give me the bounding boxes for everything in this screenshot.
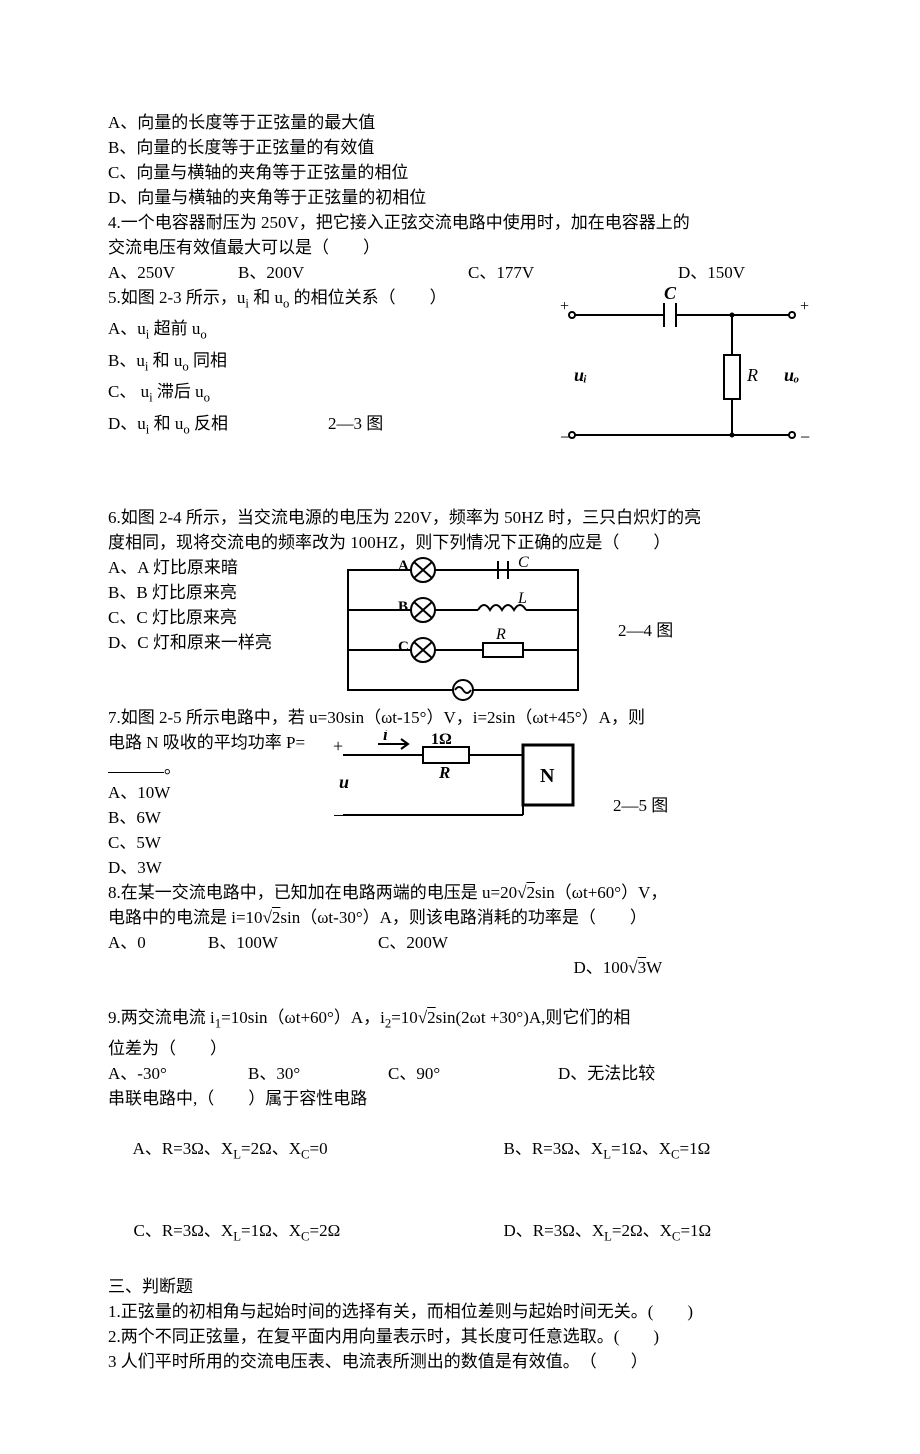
opt-a: A、向量的长度等于正弦量的最大值 xyxy=(108,110,812,135)
q9-opt-a: A、-30° xyxy=(108,1061,248,1086)
figure-2-4: A B C C L R xyxy=(328,555,598,705)
q5-opt-a: A、ui 超前 uo xyxy=(108,316,552,347)
q8-options: A、0 B、100W C、200W D、100√3W xyxy=(108,930,812,1005)
q6-block: A、A 灯比原来暗 B、B 灯比原来亮 C、C 灯比原来亮 D、C 灯和原来一样… xyxy=(108,555,812,705)
svg-text:u: u xyxy=(339,772,349,792)
svg-text:C: C xyxy=(518,555,529,571)
opt-c: C、向量与横轴的夹角等于正弦量的相位 xyxy=(108,160,812,185)
svg-text:uₒ: uₒ xyxy=(784,365,799,385)
q8-opt-c: C、200W xyxy=(378,930,548,1005)
svg-text:uᵢ: uᵢ xyxy=(574,365,587,385)
q4-opt-a: A、250V xyxy=(108,260,238,285)
q4-opt-d: D、150V xyxy=(678,260,745,285)
opt-d: D、向量与横轴的夹角等于正弦量的初相位 xyxy=(108,185,812,210)
q7-block: 电路 N 吸收的平均功率 P=。 A、10W B、6W C、5W D、3W + … xyxy=(108,730,812,880)
svg-text:R: R xyxy=(495,626,506,643)
svg-text:C: C xyxy=(664,285,677,303)
judge-1: 1.正弦量的初相角与起始时间的选择有关，而相位差则与起始时间无关。( ) xyxy=(108,1299,812,1324)
q8-opt-d: D、100√3W xyxy=(548,930,662,1005)
q6-opt-d: D、C 灯和原来一样亮 xyxy=(108,630,328,655)
svg-text:N: N xyxy=(540,765,555,787)
q9-options: A、-30° B、30° C、90° D、无法比较 xyxy=(108,1061,812,1086)
q9-opt-d: D、无法比较 xyxy=(558,1061,655,1086)
q8-stem-1: 8.在某一交流电路中，已知加在电路两端的电压是 u=20√2sin（ωt+60°… xyxy=(108,880,812,905)
svg-text:A: A xyxy=(398,558,409,574)
q9-stem-1: 9.两交流电流 i1=10sin（ωt+60°）A，i2=10√2sin(2ωt… xyxy=(108,1005,812,1036)
series-opt-a: A、R=3Ω、XL=2Ω、XC=0 xyxy=(108,1111,478,1192)
spacer xyxy=(108,455,812,505)
q5-block: 5.如图 2-3 所示，ui 和 uo 的相位关系（ ） A、ui 超前 uo … xyxy=(108,285,812,455)
opt-b: B、向量的长度等于正弦量的有效值 xyxy=(108,135,812,160)
q4-stem-1: 4.一个电容器耐压为 250V，把它接入正弦交流电路中使用时，加在电容器上的 xyxy=(108,210,812,235)
svg-text:+: + xyxy=(560,298,569,315)
sqrt: √2 xyxy=(418,1008,436,1027)
svg-text:+: + xyxy=(333,736,343,756)
q7-opt-a: A、10W xyxy=(108,780,323,805)
q7-opt-c: C、5W xyxy=(108,830,323,855)
series-opt-d: D、R=3Ω、XL=2Ω、XC=1Ω xyxy=(478,1193,711,1274)
svg-text:−: − xyxy=(560,427,570,447)
sqrt: √2 xyxy=(263,908,281,927)
q5-opt-d-row: D、ui 和 uo 反相 2—3 图 xyxy=(108,411,552,442)
svg-text:C: C xyxy=(398,639,409,655)
q7-stem-2: 电路 N 吸收的平均功率 P=。 xyxy=(108,730,323,780)
svg-text:+: + xyxy=(800,298,809,315)
svg-text:1Ω: 1Ω xyxy=(431,731,452,748)
q4-options: A、250V B、200V C、177V D、150V xyxy=(108,260,812,285)
q6-stem-1: 6.如图 2-4 所示，当交流电源的电压为 220V，频率为 50HZ 时，三只… xyxy=(108,505,812,530)
q6-opt-b: B、B 灯比原来亮 xyxy=(108,580,328,605)
q8-opt-a: A、0 xyxy=(108,930,208,1005)
q9-opt-c: C、90° xyxy=(388,1061,558,1086)
q9-stem-2: 位差为（ ） xyxy=(108,1036,812,1061)
svg-text:R: R xyxy=(438,763,450,782)
series-opt-b: B、R=3Ω、XL=1Ω、XC=1Ω xyxy=(478,1111,710,1192)
q7-stem-1: 7.如图 2-5 所示电路中，若 u=30sin（ωt-15°）V，i=2sin… xyxy=(108,705,812,730)
q6-opt-c: C、C 灯比原来亮 xyxy=(108,605,328,630)
figure-2-3: + + − − C R uᵢ uₒ xyxy=(552,285,812,455)
q5-opt-d: D、ui 和 uo 反相 xyxy=(108,411,228,442)
svg-text:−: − xyxy=(333,805,344,827)
q5-fig-caption: 2—3 图 xyxy=(328,411,383,436)
series-row2: C、R=3Ω、XL=1Ω、XC=2Ω D、R=3Ω、XL=2Ω、XC=1Ω xyxy=(108,1193,812,1274)
q5-opt-b: B、ui 和 uo 同相 xyxy=(108,348,552,379)
sqrt: √2 xyxy=(517,883,535,902)
svg-text:−: − xyxy=(800,427,810,447)
series-row1: A、R=3Ω、XL=2Ω、XC=0 B、R=3Ω、XL=1Ω、XC=1Ω xyxy=(108,1111,812,1192)
judge-3: 3 人们平时所用的交流电压表、电流表所测出的数值是有效值。 （ ） xyxy=(108,1349,812,1374)
q6-fig-caption: 2—4 图 xyxy=(618,618,673,643)
page: A、向量的长度等于正弦量的最大值 B、向量的长度等于正弦量的有效值 C、向量与横… xyxy=(0,0,920,1454)
series-stem: 串联电路中,（ ）属于容性电路 xyxy=(108,1086,812,1111)
q6-stem-2: 度相同，现将交流电的频率改为 100HZ，则下列情况下正确的应是（ ） xyxy=(108,530,812,555)
blank-underline xyxy=(108,755,164,773)
q7-opt-d: D、3W xyxy=(108,855,323,880)
svg-text:i: i xyxy=(383,730,388,744)
figure-2-5: + − i 1Ω R u N xyxy=(323,730,593,830)
q5-opt-c: C、 ui 滞后 uo xyxy=(108,379,552,410)
q7-opt-b: B、6W xyxy=(108,805,323,830)
series-opt-c: C、R=3Ω、XL=1Ω、XC=2Ω xyxy=(108,1193,478,1274)
q7-fig-caption: 2—5 图 xyxy=(613,793,668,818)
svg-text:L: L xyxy=(517,590,527,607)
q8-stem-2: 电路中的电流是 i=10√2sin（ωt-30°）A，则该电路消耗的功率是（ ） xyxy=(108,905,812,930)
q6-opt-a: A、A 灯比原来暗 xyxy=(108,555,328,580)
svg-text:R: R xyxy=(746,365,758,385)
section-3-title: 三、判断题 xyxy=(108,1274,812,1299)
q4-opt-b: B、200V xyxy=(238,260,468,285)
q9-opt-b: B、30° xyxy=(248,1061,388,1086)
q8-opt-b: B、100W xyxy=(208,930,378,1005)
svg-text:B: B xyxy=(398,599,408,615)
sqrt: √3 xyxy=(628,958,646,977)
q5-stem: 5.如图 2-3 所示，ui 和 uo 的相位关系（ ） xyxy=(108,285,552,316)
q4-opt-c: C、177V xyxy=(468,260,678,285)
q4-stem-2: 交流电压有效值最大可以是（ ） xyxy=(108,235,812,260)
judge-2: 2.两个不同正弦量，在复平面内用向量表示时，其长度可任意选取。( ) xyxy=(108,1324,812,1349)
